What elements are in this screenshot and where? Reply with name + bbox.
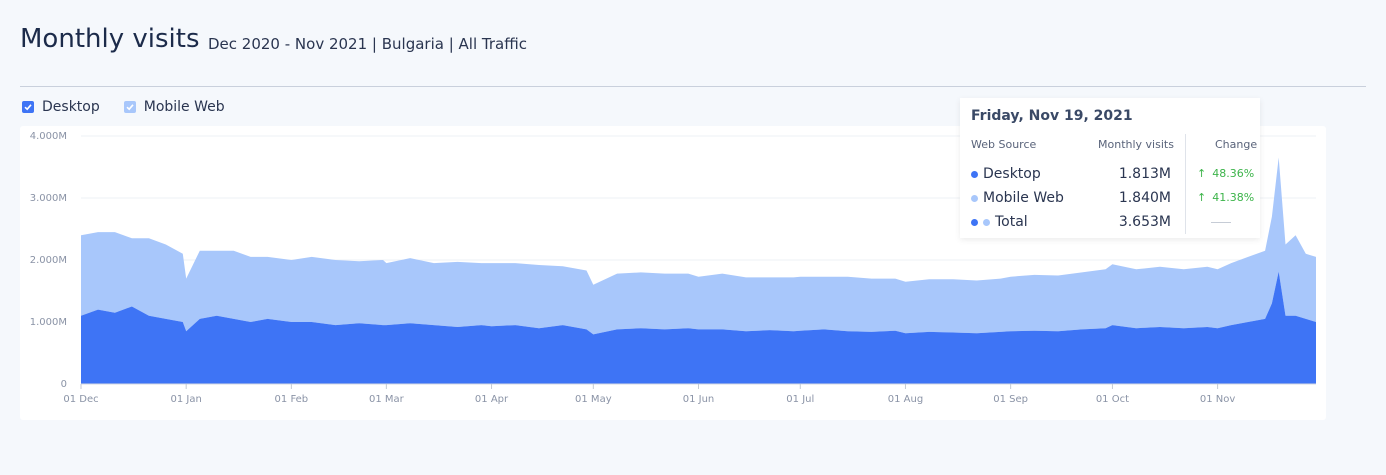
x-tick-label: 01 Sep	[993, 394, 1028, 405]
tooltip-row-value: 1.840M	[1118, 190, 1171, 206]
chart-tooltip: Friday, Nov 19, 2021 Web Source Monthly …	[960, 98, 1260, 238]
tooltip-row-name: Desktop	[983, 166, 1041, 182]
x-tick-label: 01 Nov	[1200, 394, 1236, 405]
header-divider	[20, 86, 1366, 87]
no-change-dash-icon	[1211, 222, 1231, 223]
desktop-series-area	[81, 271, 1316, 384]
y-tick-label: 1.000M	[30, 317, 67, 328]
checkbox-checked-icon[interactable]	[22, 101, 34, 113]
mobile-web-dot-icon	[983, 218, 990, 226]
x-tick-label: 01 Dec	[63, 394, 98, 405]
tooltip-row-value: 1.813M	[1118, 166, 1171, 182]
legend-item-mobile-web[interactable]: Mobile Web	[123, 99, 225, 115]
arrow-up-icon: ↑	[1197, 167, 1207, 180]
mobile-web-series-area	[81, 157, 1316, 335]
legend-label-mobile-web: Mobile Web	[143, 99, 225, 115]
page-subtitle: Dec 2020 - Nov 2021 | Bulgaria | All Tra…	[208, 35, 527, 53]
tooltip-date: Friday, Nov 19, 2021	[971, 108, 1133, 124]
y-tick-label: 2.000M	[30, 255, 67, 266]
x-tick-label: 01 May	[575, 394, 612, 405]
tooltip-row-name: Mobile Web	[983, 190, 1064, 206]
chart-legend: Desktop Mobile Web	[22, 99, 239, 115]
x-tick-label: 01 Apr	[475, 394, 509, 405]
mobile-web-dot-icon	[971, 194, 978, 202]
x-tick-label: 01 Jul	[786, 394, 814, 405]
desktop-dot-icon	[971, 218, 978, 226]
x-tick-label: 01 Jun	[683, 394, 715, 405]
checkbox-checked-icon[interactable]	[123, 101, 136, 113]
tooltip-row-name: Total	[995, 214, 1028, 230]
tooltip-col-visits: Monthly visits	[1098, 138, 1174, 151]
y-tick-label: 4.000M	[30, 131, 67, 142]
tooltip-row-value: 3.653M	[1118, 214, 1171, 230]
tooltip-col-change: Change	[1215, 138, 1258, 151]
tooltip-row-change: 41.38%	[1212, 191, 1255, 204]
arrow-up-icon: ↑	[1197, 191, 1207, 204]
legend-item-desktop[interactable]: Desktop	[22, 99, 100, 115]
tooltip-col-source: Web Source	[971, 138, 1037, 151]
tooltip-row-change: 48.36%	[1212, 167, 1255, 180]
visits-area-chart[interactable]: 0 1.000M 2.000M 3.000M 4.000M 01 Dec 01 Jan 01 …	[20, 126, 1326, 420]
page-title: Monthly visits	[20, 24, 200, 54]
x-tick-label: 01 Feb	[275, 394, 309, 405]
desktop-dot-icon	[971, 170, 978, 178]
x-tick-label: 01 Jan	[171, 394, 202, 405]
y-tick-label: 3.000M	[30, 193, 67, 204]
x-tick-label: 01 Oct	[1096, 394, 1129, 405]
x-tick-label: 01 Mar	[369, 394, 405, 405]
tooltip-separator	[1185, 134, 1186, 234]
legend-label-desktop: Desktop	[42, 99, 100, 115]
y-tick-label: 0	[61, 379, 67, 390]
x-tick-label: 01 Aug	[888, 394, 923, 405]
